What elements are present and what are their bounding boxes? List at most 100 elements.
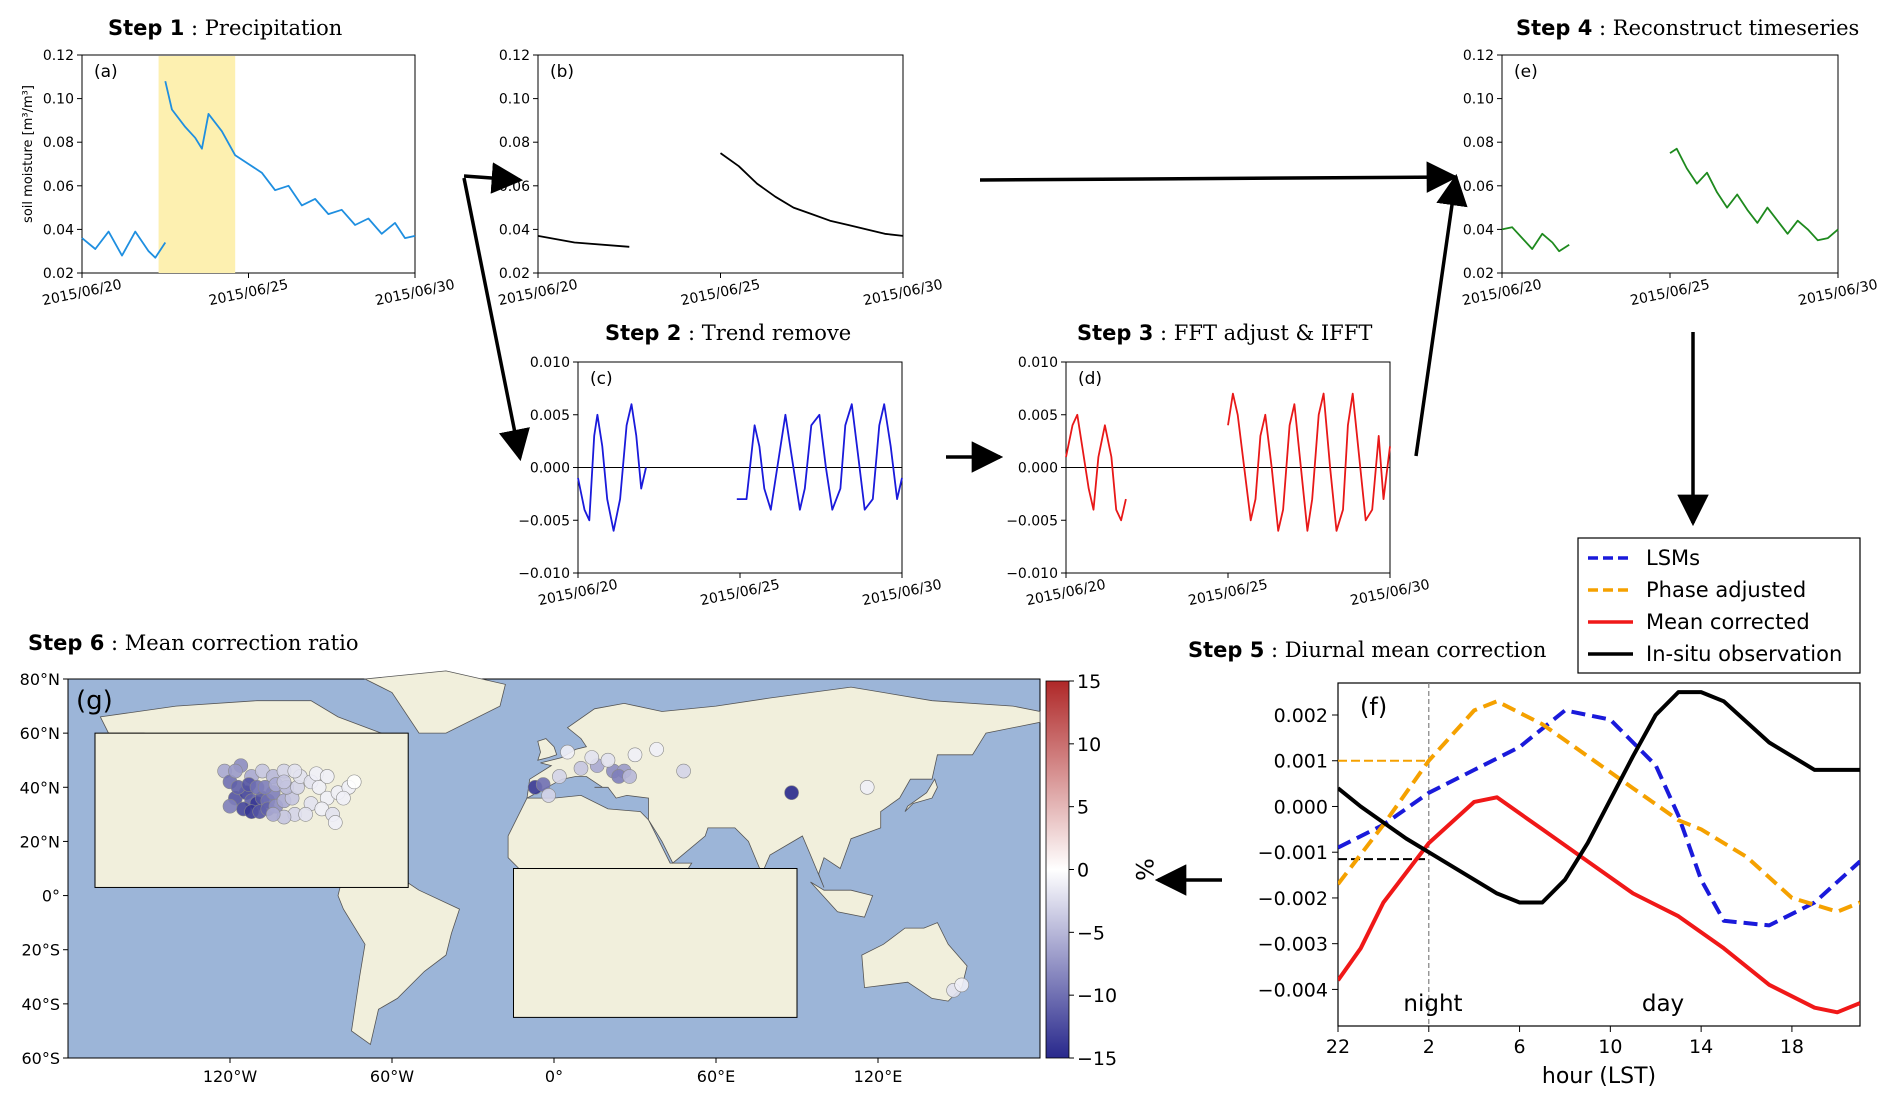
step4-title: Step 4 : Reconstruct timeseries: [1516, 16, 1859, 40]
y-tick-label: 0.02: [499, 266, 530, 282]
station-point: [287, 763, 303, 779]
x-tick-label: 2: [1423, 1036, 1435, 1058]
station-point: [228, 763, 243, 779]
x-tick-label: 14: [1689, 1036, 1713, 1058]
y-axis-label: soil moisture [m³/m³]: [21, 85, 36, 223]
x-tick-label: 2015/06/30: [1797, 277, 1879, 309]
y-tick-label: 0.04: [499, 222, 530, 238]
colorbar-tick-label: −5: [1077, 922, 1105, 944]
colorbar-tick-label: 5: [1077, 797, 1089, 819]
y-tick-label: 0.10: [43, 92, 74, 108]
colorbar-tick-label: 0: [1077, 860, 1089, 882]
y-tick-label: 0.000: [530, 461, 570, 477]
y-tick-label: 0.08: [1463, 135, 1494, 151]
y-tick-label: 0.06: [43, 179, 74, 195]
arrow-step1-to-b: [463, 162, 524, 194]
lon-tick-label: 120°W: [203, 1067, 258, 1086]
y-tick-label: −0.010: [1006, 566, 1058, 582]
series-line-lsms: [1338, 708, 1860, 928]
panel-label-e: (e): [1514, 62, 1538, 82]
panel-label-f: (f): [1360, 693, 1387, 721]
colorbar-tick-label: −10: [1077, 985, 1117, 1007]
x-tick-label: 10: [1598, 1036, 1622, 1058]
y-tick-label: 0.005: [1018, 408, 1058, 424]
greenland: [363, 670, 506, 734]
y-tick-label: 0.12: [1463, 48, 1494, 64]
legend-label: LSMs: [1646, 546, 1700, 570]
station-point: [327, 815, 343, 830]
x-tick-label: 2015/06/30: [861, 577, 943, 609]
station-point: [573, 761, 589, 776]
series-line-b: [537, 235, 630, 248]
series-line-mean-corrected: [1338, 795, 1860, 1015]
station-point: [954, 977, 970, 993]
station-point: [298, 807, 313, 822]
station-point: [560, 744, 575, 760]
station-point: [222, 798, 238, 814]
plot-area-e: [1501, 54, 1839, 274]
x-axis-label: hour (LST): [1542, 1064, 1656, 1089]
station-point: [552, 769, 567, 784]
x-tick-label: 6: [1514, 1036, 1526, 1058]
lat-tick-label: 60°N: [20, 724, 60, 743]
station-point: [676, 763, 691, 779]
y-tick-label: −0.002: [1258, 888, 1328, 910]
great-britain: [537, 738, 558, 761]
x-tick-label: 2015/06/25: [1629, 277, 1711, 309]
y-tick-label: 0.001: [1274, 751, 1328, 773]
station-point: [784, 785, 799, 801]
lat-tick-label: 20°S: [21, 941, 60, 960]
series-line-a: [164, 80, 416, 239]
lon-tick-label: 120°E: [854, 1067, 903, 1086]
station-point: [346, 774, 362, 790]
station-point: [336, 790, 351, 806]
panel-label-c: (c): [590, 369, 613, 389]
series-line-c: [577, 403, 647, 532]
step5-title: Step 5 : Diurnal mean correction: [1188, 638, 1546, 662]
step3-title: Step 3 : FFT adjust & IFFT: [1077, 321, 1372, 345]
series-line-a: [81, 230, 167, 259]
x-tick-label: 2015/06/25: [1187, 577, 1269, 609]
y-tick-label: 0.06: [499, 179, 530, 195]
x-tick-label: 2015/06/30: [1349, 577, 1431, 609]
y-tick-label: 0.02: [1463, 266, 1494, 282]
y-tick-label: 0.06: [1463, 179, 1494, 195]
series-line-d: [1227, 392, 1391, 532]
y-tick-label: 0.010: [1018, 355, 1058, 371]
legend-label: In-situ observation: [1646, 642, 1842, 666]
arrow-b-to-e: [979, 161, 1459, 193]
y-tick-label: −0.005: [518, 513, 570, 529]
x-tick-label: 2015/06/25: [207, 277, 289, 309]
x-tick-label: 22: [1326, 1036, 1350, 1058]
series-line-d: [1065, 413, 1127, 522]
annotation-night: night: [1403, 991, 1462, 1017]
y-tick-label: 0.10: [499, 92, 530, 108]
y-tick-label: 0.08: [43, 135, 74, 151]
series-line-e: [1501, 226, 1570, 253]
y-tick-label: −0.010: [518, 566, 570, 582]
x-tick-label: 2015/06/25: [679, 277, 761, 309]
series-line-phase-adjusted: [1338, 699, 1860, 914]
colorbar-tick-label: 10: [1077, 734, 1101, 756]
y-tick-label: 0.10: [1463, 92, 1494, 108]
station-point: [265, 807, 281, 822]
station-point: [541, 788, 556, 803]
y-tick-label: 0.04: [1463, 222, 1494, 238]
y-tick-label: 0.005: [530, 408, 570, 424]
y-tick-label: 0.08: [499, 135, 530, 151]
panel-f: −0.004 −0.003 −0.002 −0.001 0.000 0.001 0.002 2…: [1258, 537, 1861, 1089]
step1-title: Step 1 : Precipitation: [108, 16, 342, 40]
panel-label-b: (b): [550, 62, 574, 82]
series-line-in-situ-observation: [1338, 690, 1860, 905]
plot-area-f: [1337, 682, 1861, 1027]
lat-tick-label: 60°S: [21, 1049, 60, 1068]
indonesia: [810, 881, 874, 918]
lat-tick-label: 40°N: [20, 778, 60, 797]
step6-title: Step 6 : Mean correction ratio: [28, 631, 358, 655]
station-point: [276, 774, 292, 790]
y-tick-label: −0.004: [1258, 979, 1328, 1001]
